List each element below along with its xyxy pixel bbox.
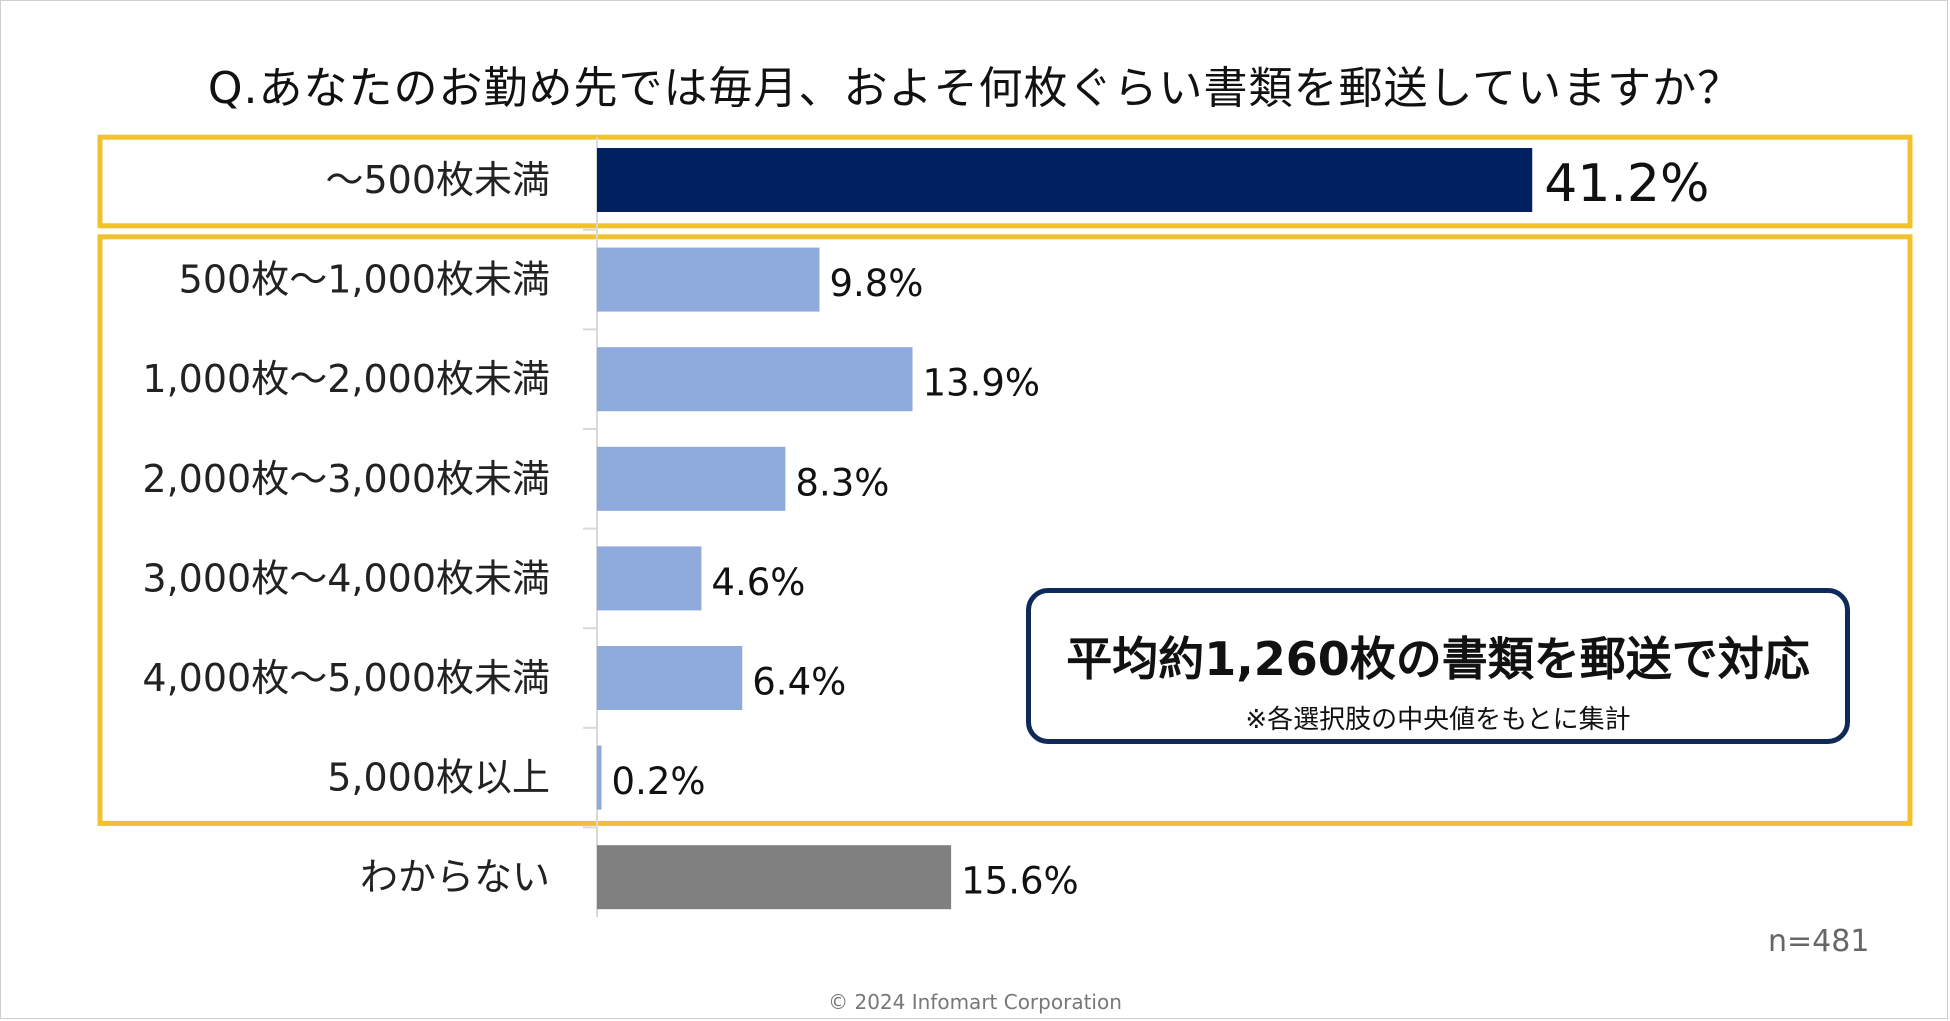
value-label: 6.4%: [752, 661, 846, 704]
value-label: 13.9%: [923, 362, 1041, 405]
bar: [597, 148, 1533, 212]
sample-size: n=481: [1768, 924, 1870, 959]
highlight-frame-2: [97, 234, 1913, 826]
bar: [597, 247, 820, 312]
bar: [597, 845, 952, 910]
value-label: 15.6%: [961, 860, 1079, 903]
value-label: 9.8%: [829, 262, 923, 305]
value-label: 8.3%: [795, 461, 889, 504]
category-label: 1,000枚～2,000枚未満: [142, 357, 550, 401]
average-callout: 平均約1,260枚の書類を郵送で対応 ※各選択肢の中央値をもとに集計: [1026, 588, 1850, 744]
bar: [597, 347, 913, 412]
category-label: 500枚～1,000枚未満: [179, 258, 550, 302]
bar: [597, 745, 602, 810]
category-label: ～500枚未満: [325, 158, 550, 202]
value-label: 41.2%: [1544, 154, 1709, 214]
category-label: わからない: [360, 855, 550, 899]
highlight-frame-1: [97, 134, 1913, 229]
callout-main-text: 平均約1,260枚の書類を郵送で対応: [1066, 632, 1810, 686]
category-label: 2,000枚～3,000枚未満: [142, 457, 550, 501]
bar: [597, 546, 702, 611]
category-label: 3,000枚～4,000枚未満: [142, 556, 550, 600]
callout-note-text: ※各選択肢の中央値をもとに集計: [1245, 705, 1631, 735]
bar: [597, 646, 743, 710]
bar: [597, 446, 786, 511]
category-label: 5,000枚以上: [327, 756, 550, 800]
category-label: 4,000枚～5,000枚未満: [142, 656, 550, 700]
copyright: © 2024 Infomart Corporation: [828, 990, 1122, 1014]
chart-title: Q.あなたのお勤め先では毎月、およそ何枚ぐらい書類を郵送していますか？: [207, 63, 1743, 114]
value-label: 0.2%: [612, 760, 706, 803]
value-label: 4.6%: [711, 561, 805, 604]
